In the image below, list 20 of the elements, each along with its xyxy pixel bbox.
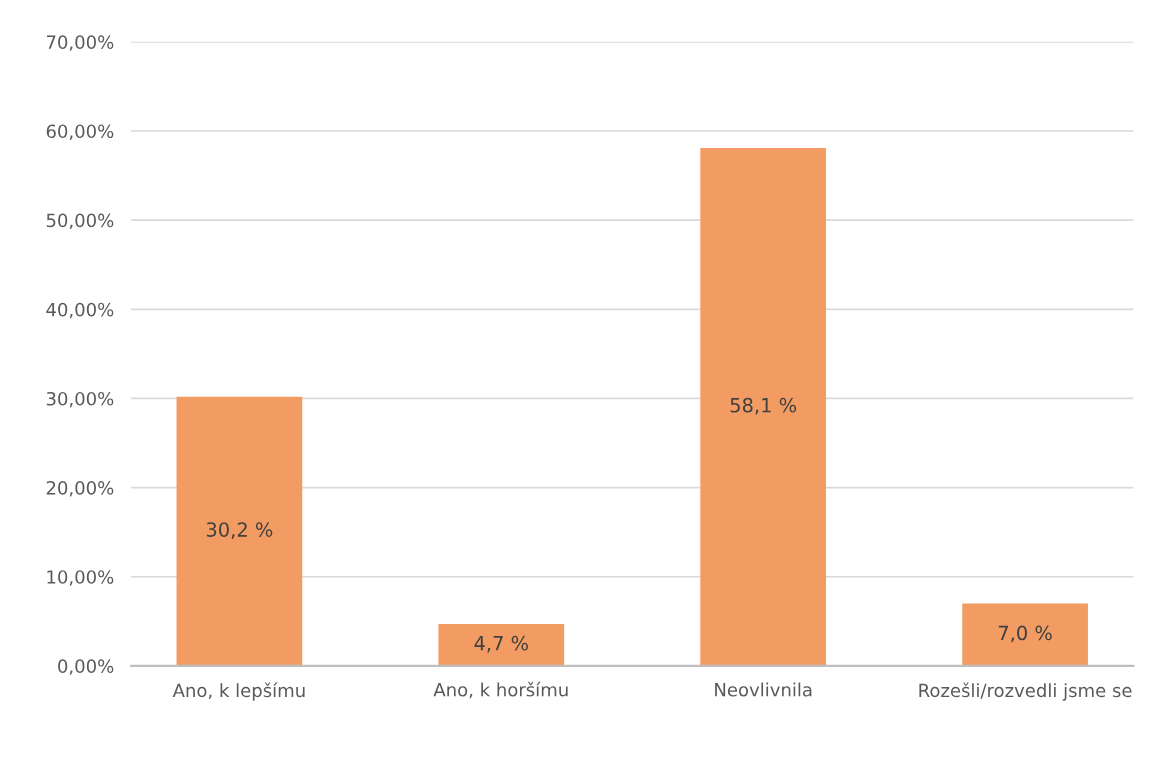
bar — [962, 603, 1088, 666]
bar — [700, 147, 827, 666]
x-tick-label: Neovlivnila — [715, 682, 812, 697]
y-tick-label: 40,00% — [46, 302, 114, 319]
x-tick-label: Ano, k horšímu — [433, 681, 568, 699]
data-label: 58,1 % — [730, 397, 797, 415]
data-label: 4,7 % — [474, 635, 528, 653]
y-tick-label: 30,00% — [46, 391, 114, 408]
y-tick-label: 70,00% — [46, 35, 114, 51]
y-tick-label: 60,00% — [46, 124, 114, 140]
y-tick-label: 0,00% — [58, 659, 114, 675]
y-tick-label: 50,00% — [46, 213, 114, 230]
data-label: 30,2 % — [206, 522, 273, 539]
data-label: 7,0 % — [998, 625, 1052, 643]
bar — [438, 623, 565, 666]
y-tick-label: 10,00% — [47, 570, 114, 586]
y-tick-label: 20,00% — [46, 481, 114, 497]
x-tick-label: Ano, k lepšímu — [172, 682, 305, 701]
x-tick-label: Rozešli/rozvedli jsme se — [919, 682, 1132, 701]
bar — [176, 396, 303, 666]
